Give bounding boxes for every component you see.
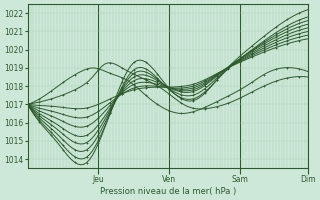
X-axis label: Pression niveau de la mer( hPa ): Pression niveau de la mer( hPa ) — [100, 187, 236, 196]
